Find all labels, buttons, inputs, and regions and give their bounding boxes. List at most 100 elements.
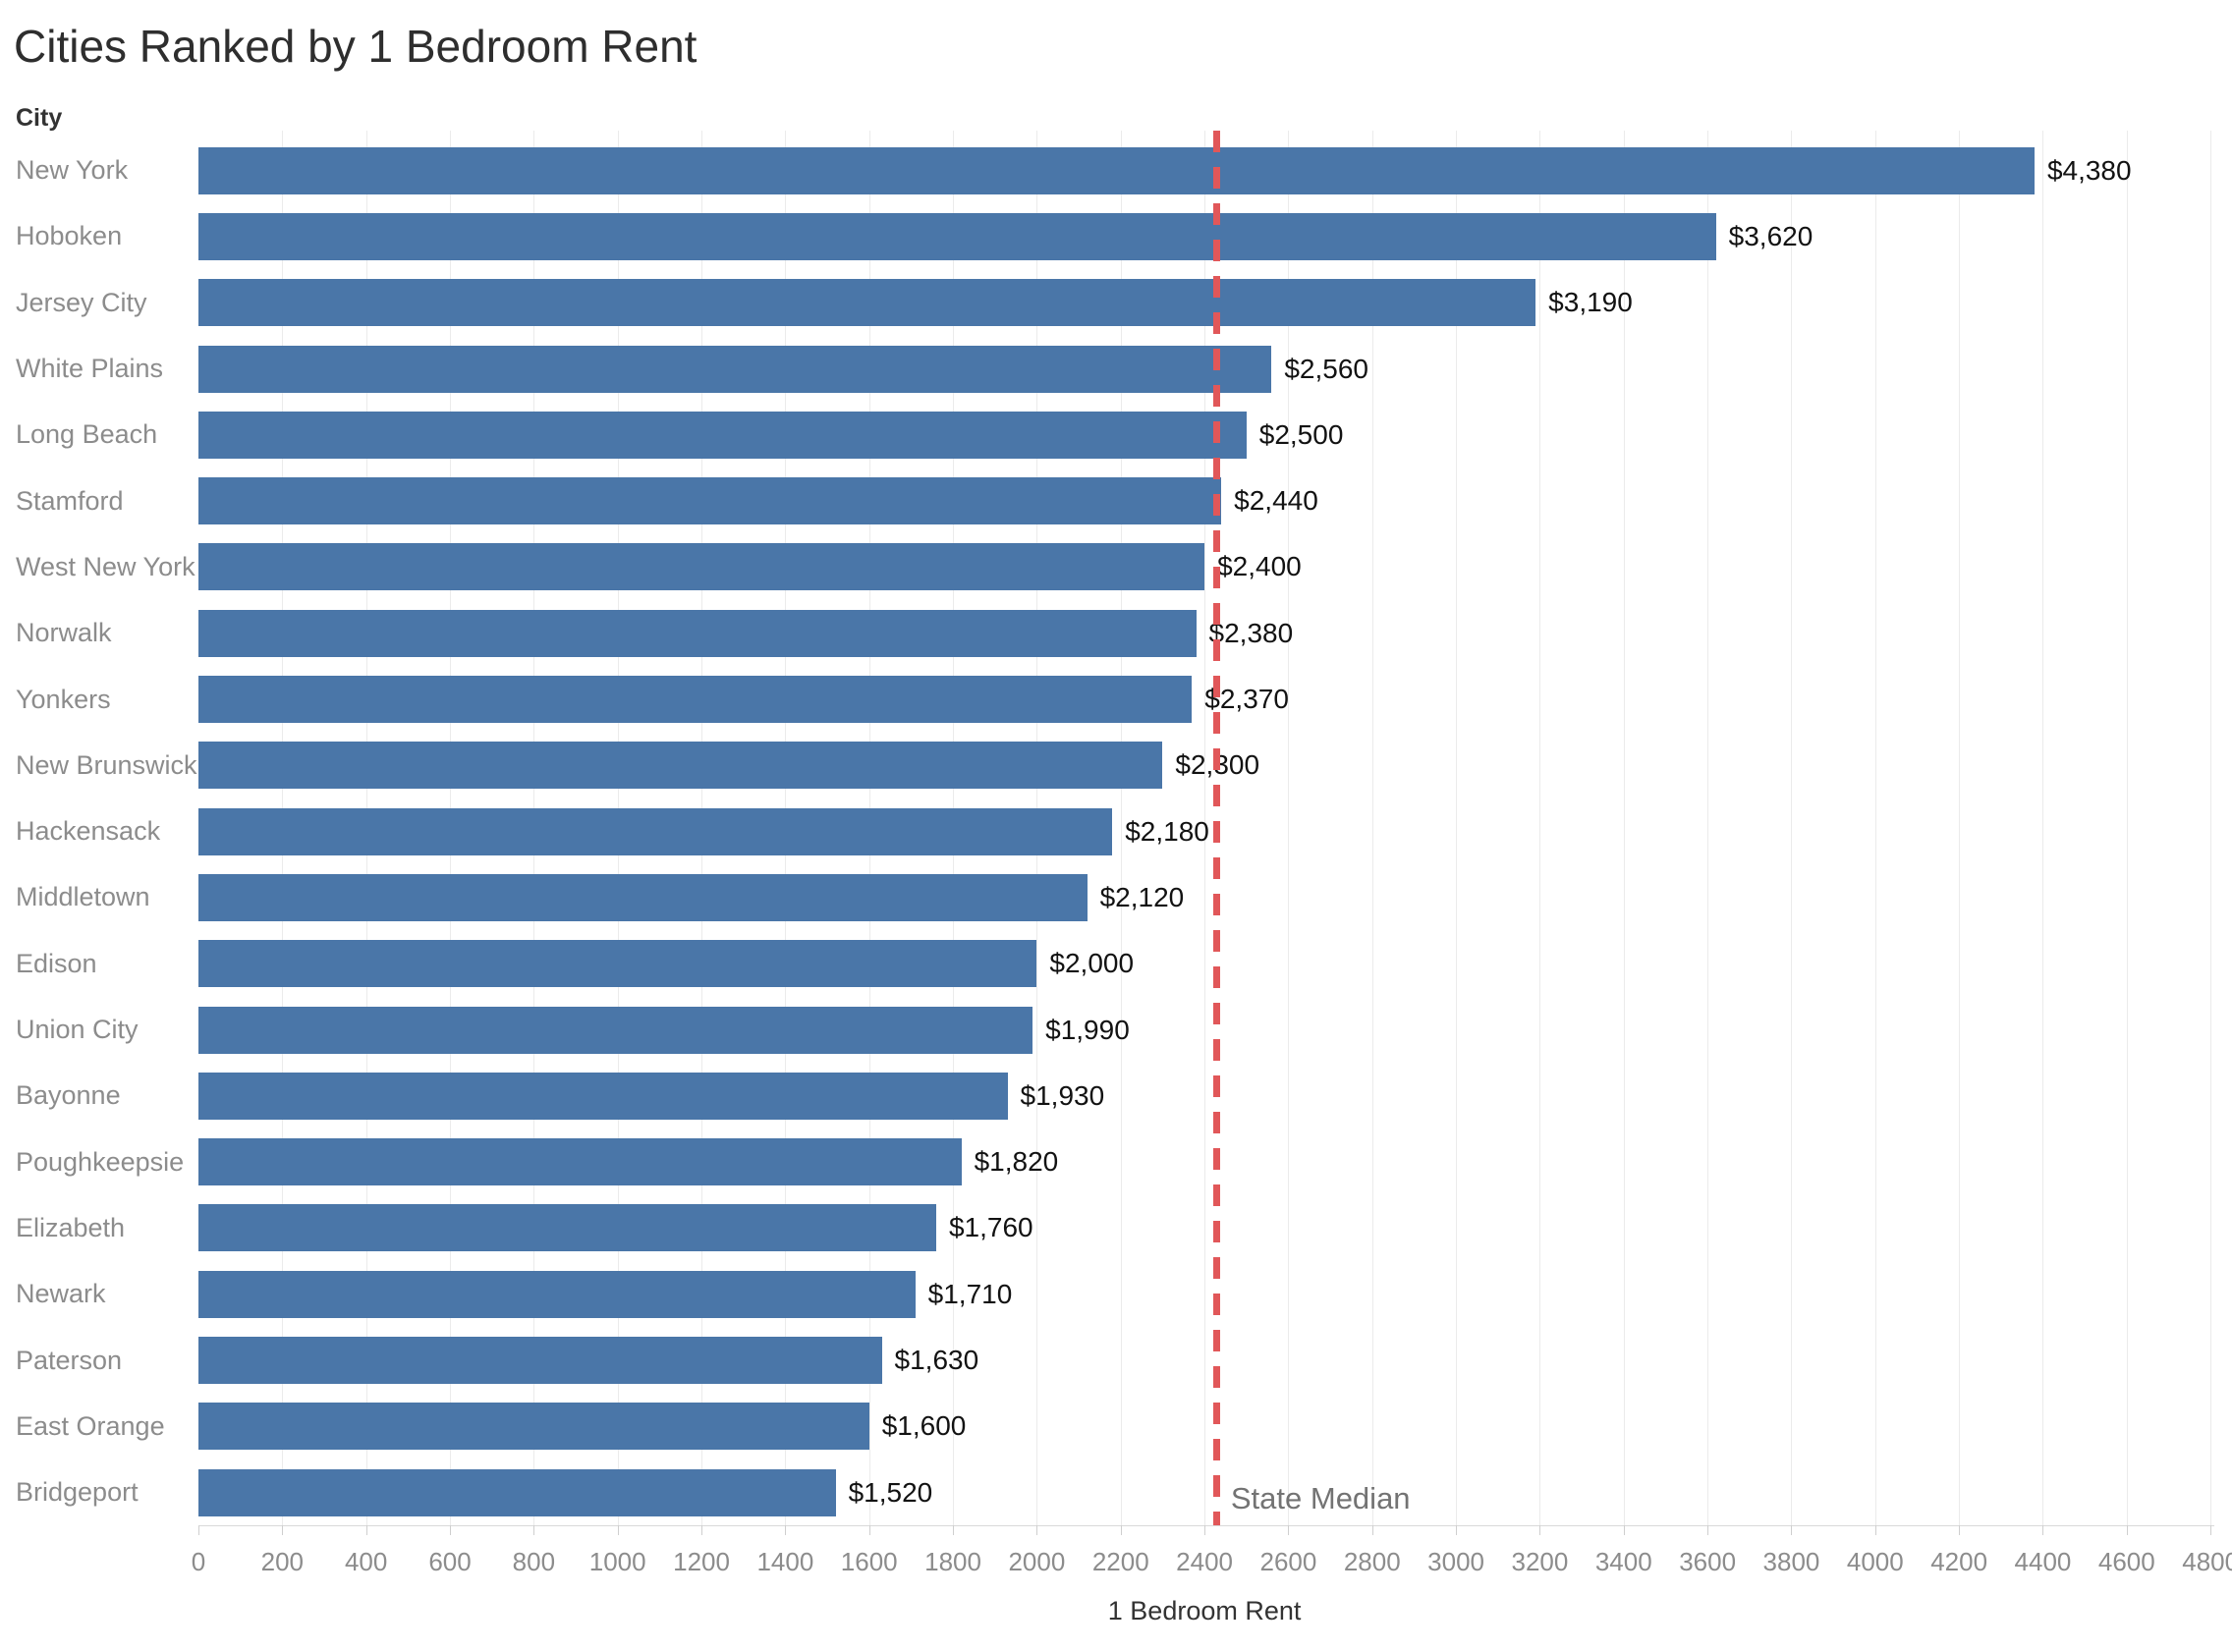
tick-mark: [450, 1525, 452, 1535]
tick-mark: [953, 1525, 955, 1535]
tick-label: 4600: [2097, 1547, 2155, 1576]
value-label: $2,500: [1258, 418, 1344, 450]
rent-bar[interactable]: [198, 940, 1037, 988]
tick-mark: [533, 1525, 535, 1535]
rent-bar[interactable]: [198, 543, 1205, 591]
gridline: [1791, 131, 1793, 1525]
tick-label: 1600: [840, 1547, 898, 1576]
value-label: $1,710: [927, 1278, 1013, 1309]
value-label: $1,630: [894, 1345, 979, 1376]
city-label: Middletown: [16, 882, 150, 912]
rent-bar[interactable]: [198, 609, 1197, 657]
city-label: Jersey City: [16, 287, 147, 317]
rent-bar[interactable]: [198, 873, 1088, 921]
rent-bar[interactable]: [198, 807, 1113, 855]
city-label: East Orange: [16, 1410, 165, 1441]
value-label: $2,000: [1049, 948, 1135, 979]
city-label: Long Beach: [16, 419, 158, 450]
tick-mark: [701, 1525, 703, 1535]
rent-bar[interactable]: [198, 742, 1163, 790]
city-label: Paterson: [16, 1345, 123, 1375]
city-label: New Brunswick: [16, 749, 197, 780]
tick-mark: [1120, 1525, 1122, 1535]
tick-mark: [1874, 1525, 1876, 1535]
city-label: White Plains: [16, 354, 164, 384]
rent-bar[interactable]: [198, 279, 1536, 327]
gridline: [2042, 131, 2044, 1525]
rent-bar[interactable]: [198, 477, 1222, 525]
city-label: Union City: [16, 1015, 139, 1045]
city-label: Poughkeepsie: [16, 1146, 185, 1177]
rent-bar[interactable]: [198, 1337, 882, 1385]
tick-mark: [1036, 1525, 1038, 1535]
city-label: Elizabeth: [16, 1212, 126, 1242]
rent-bar[interactable]: [198, 146, 2035, 194]
tick-label: 1200: [673, 1547, 730, 1576]
rent-bar[interactable]: [198, 345, 1272, 393]
tick-label: 4000: [1846, 1547, 1904, 1576]
gridline: [1623, 131, 1625, 1525]
rent-bar[interactable]: [198, 212, 1716, 260]
rent-bar[interactable]: [198, 1138, 962, 1186]
rent-bar[interactable]: [198, 1204, 936, 1252]
column-header-city: City: [16, 104, 63, 132]
gridline: [1707, 131, 1709, 1525]
tick-mark: [2042, 1525, 2044, 1535]
tick-label: 3000: [1427, 1547, 1485, 1576]
tick-mark: [617, 1525, 619, 1535]
rent-bar[interactable]: [198, 1072, 1008, 1120]
city-label: Hoboken: [16, 221, 123, 251]
tick-label: 0: [191, 1547, 206, 1576]
rent-bar[interactable]: [198, 676, 1193, 724]
tick-mark: [1959, 1525, 1961, 1535]
value-label: $4,380: [2046, 154, 2132, 186]
tick-label: 3600: [1679, 1547, 1737, 1576]
gridline: [2126, 131, 2128, 1525]
rent-bar[interactable]: [198, 1468, 836, 1516]
tick-mark: [1539, 1525, 1541, 1535]
x-axis-title: 1 Bedroom Rent: [1107, 1596, 1302, 1625]
rent-bar[interactable]: [198, 1006, 1033, 1054]
value-label: $2,180: [1125, 815, 1209, 847]
tick-mark: [1707, 1525, 1709, 1535]
tick-mark: [1623, 1525, 1625, 1535]
chart-title: Cities Ranked by 1 Bedroom Rent: [14, 21, 698, 72]
value-label: $2,440: [1234, 485, 1318, 517]
value-label: $3,190: [1548, 287, 1633, 318]
tick-label: 4800: [2182, 1547, 2232, 1576]
value-label: $1,820: [974, 1146, 1059, 1178]
tick-label: 800: [512, 1547, 556, 1576]
rent-bar[interactable]: [198, 411, 1247, 459]
value-label: $1,930: [1020, 1079, 1105, 1111]
tick-label: 3800: [1762, 1547, 1820, 1576]
state-median-label: State Median: [1230, 1481, 1411, 1515]
gridline: [1456, 131, 1458, 1525]
city-label: Bayonne: [16, 1080, 121, 1111]
city-label: Norwalk: [16, 618, 112, 648]
tick-label: 3400: [1594, 1547, 1652, 1576]
tick-mark: [1288, 1525, 1290, 1535]
value-label: $2,380: [1208, 617, 1294, 648]
city-label: West New York: [16, 551, 195, 581]
gridline: [1120, 131, 1122, 1525]
gridline: [2210, 131, 2212, 1525]
x-axis-line: [198, 1525, 2215, 1526]
tick-mark: [1204, 1525, 1206, 1535]
tick-label: 4400: [2014, 1547, 2072, 1576]
gridline: [1539, 131, 1541, 1525]
rent-bar[interactable]: [198, 1270, 916, 1318]
tick-label: 2000: [1008, 1547, 1066, 1576]
tick-mark: [365, 1525, 367, 1535]
rent-bar[interactable]: [198, 1403, 869, 1451]
tick-label: 2400: [1176, 1547, 1233, 1576]
gridline: [1371, 131, 1373, 1525]
value-label: $2,400: [1217, 551, 1302, 582]
tick-label: 1400: [756, 1547, 814, 1576]
tick-label: 2200: [1091, 1547, 1149, 1576]
tick-mark: [1456, 1525, 1458, 1535]
tick-label: 400: [344, 1547, 388, 1576]
gridline: [1204, 131, 1206, 1525]
city-label: New York: [16, 155, 129, 186]
value-label: $2,560: [1284, 353, 1368, 384]
